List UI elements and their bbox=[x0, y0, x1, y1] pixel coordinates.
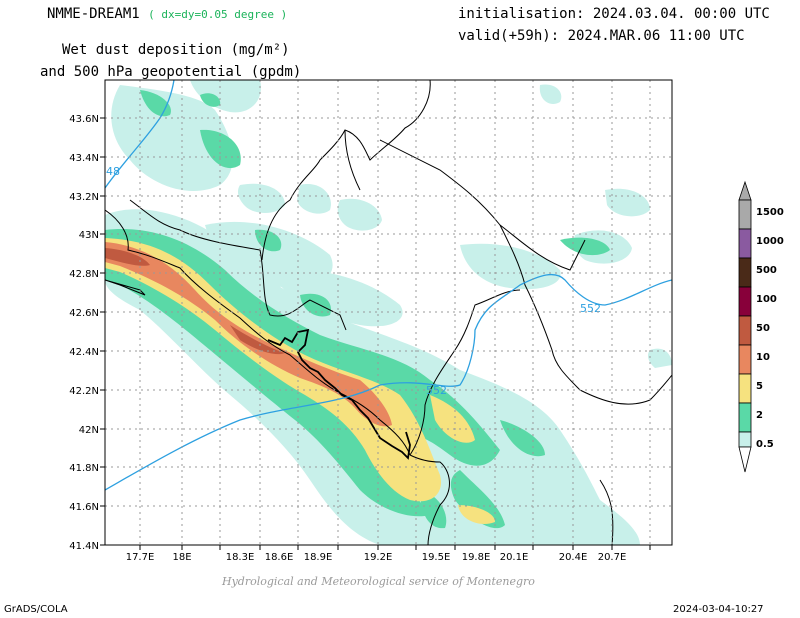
lat-label: 41.4N bbox=[69, 541, 99, 552]
lat-label: 42.6N bbox=[69, 308, 99, 319]
lat-label: 41.8N bbox=[69, 463, 99, 474]
lat-label: 43.4N bbox=[69, 153, 99, 164]
montenegro-coast bbox=[267, 328, 411, 460]
legend-swatch-50 bbox=[738, 315, 752, 346]
lon-label: 18E bbox=[172, 552, 191, 563]
deposition-level-5 bbox=[105, 238, 495, 525]
axis-ticks bbox=[100, 117, 651, 550]
field-title-line1: Wet dust deposition (mg/m²) bbox=[62, 42, 290, 58]
deposition-field bbox=[105, 80, 672, 545]
legend-label: 1000 bbox=[756, 236, 784, 247]
contour-label: 48 bbox=[106, 165, 120, 178]
legend-label: 1500 bbox=[756, 207, 784, 218]
lon-label: 19.5E bbox=[422, 552, 451, 563]
legend-label: 100 bbox=[756, 294, 777, 305]
software-label: GrADS/COLA bbox=[4, 604, 68, 615]
legend-label: 50 bbox=[756, 323, 770, 334]
color-legend: 1500 1000 500 100 50 10 5 2 0.5 bbox=[738, 180, 784, 473]
lon-label: 19.2E bbox=[364, 552, 393, 563]
lat-label: 43.2N bbox=[69, 192, 99, 203]
lon-label: 18.3E bbox=[226, 552, 255, 563]
lat-label: 42.4N bbox=[69, 347, 99, 358]
legend-label: 10 bbox=[756, 352, 770, 363]
legend-swatch-0.5 bbox=[738, 431, 752, 448]
legend-label: 500 bbox=[756, 265, 777, 276]
credit-line: Hydrological and Meteorological service … bbox=[222, 575, 535, 588]
model-title: NMME-DREAM1 ( dx=dy=0.05 degree ) bbox=[47, 6, 287, 22]
legend-swatch-1500 bbox=[738, 199, 752, 230]
gridlines bbox=[105, 80, 672, 545]
legend-label: 0.5 bbox=[756, 439, 774, 450]
lon-label: 18.9E bbox=[304, 552, 333, 563]
legend-swatch-500 bbox=[738, 257, 752, 288]
legend-swatch-2 bbox=[738, 402, 752, 433]
lat-label: 42N bbox=[79, 425, 99, 436]
latitude-labels: 43.6N 43.4N 43.2N 43N 42.8N 42.6N 42.4N … bbox=[69, 114, 99, 552]
contour-label: 552 bbox=[580, 302, 601, 315]
lon-label: 20.4E bbox=[559, 552, 588, 563]
lon-label: 19.8E bbox=[462, 552, 491, 563]
initialisation-time: initialisation: 2024.03.04. 00:00 UTC bbox=[458, 6, 770, 22]
legend-swatch-5 bbox=[738, 373, 752, 404]
valid-time: valid(+59h): 2024.MAR.06 11:00 UTC bbox=[458, 28, 745, 44]
legend-swatch-1000 bbox=[738, 228, 752, 259]
lat-label: 43N bbox=[79, 230, 99, 241]
lon-label: 18.6E bbox=[265, 552, 294, 563]
legend-swatch-low bbox=[738, 446, 752, 473]
render-timestamp: 2024-03-04-10:27 bbox=[673, 604, 764, 615]
legend-labels: 1500 1000 500 100 50 10 5 2 0.5 bbox=[756, 207, 784, 450]
legend-swatch-1500 bbox=[738, 180, 752, 201]
lat-label: 41.6N bbox=[69, 502, 99, 513]
legend-label: 2 bbox=[756, 410, 763, 421]
lat-label: 43.6N bbox=[69, 114, 99, 125]
lat-label: 42.8N bbox=[69, 269, 99, 280]
legend-swatch-10 bbox=[738, 344, 752, 375]
grid-resolution: ( dx=dy=0.05 degree ) bbox=[148, 8, 288, 21]
field-title-line2: and 500 hPa geopotential (gpdm) bbox=[40, 64, 302, 80]
lon-label: 20.1E bbox=[500, 552, 529, 563]
legend-label: 5 bbox=[756, 381, 763, 392]
lat-label: 42.2N bbox=[69, 386, 99, 397]
legend-swatch-100 bbox=[738, 286, 752, 317]
lon-label: 17.7E bbox=[126, 552, 155, 563]
longitude-labels: 17.7E 18E 18.3E 18.6E 18.9E 19.2E 19.5E … bbox=[126, 552, 627, 563]
lon-label: 20.7E bbox=[598, 552, 627, 563]
model-name: NMME-DREAM1 bbox=[47, 6, 140, 22]
